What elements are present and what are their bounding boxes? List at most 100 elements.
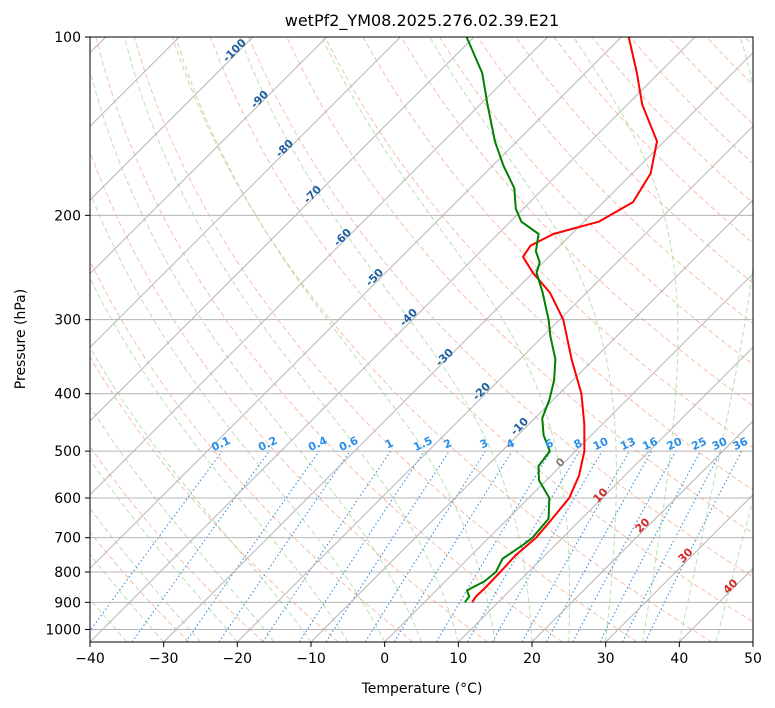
dry-adiabat	[744, 37, 753, 47]
y-axis-title: Pressure (hPa)	[13, 289, 29, 389]
isotherm	[90, 37, 401, 349]
moist-adiabat	[175, 37, 496, 642]
y-tick-label: 400	[54, 387, 81, 403]
dry-adiabat-label: -60	[331, 226, 354, 249]
x-tick-label: −10	[296, 651, 326, 667]
mixing-ratio-line	[298, 450, 425, 642]
mixing-ratio-line	[467, 450, 580, 642]
x-tick-label: 10	[449, 651, 467, 667]
x-tick-label: −30	[149, 651, 179, 667]
moist-adiabat-label: 30	[676, 545, 696, 565]
mixing-ratio-line	[218, 450, 351, 642]
moist-adiabat	[90, 277, 349, 642]
y-tick-label: 500	[54, 444, 81, 460]
moist-adiabat	[321, 37, 571, 642]
isotherm	[678, 567, 753, 642]
isotherm	[236, 125, 753, 642]
mixing-ratio-line	[621, 450, 722, 642]
mixing-ratio-line	[90, 450, 223, 632]
isotherm	[90, 37, 254, 201]
moist-adiabat	[124, 37, 459, 642]
x-axis-title: Temperature (°C)	[361, 681, 483, 697]
mixing-ratio-label: 4	[504, 436, 517, 451]
isotherm	[90, 37, 696, 642]
mixing-ratio-line	[185, 450, 320, 642]
dry-adiabat	[90, 259, 414, 642]
temperature-profile	[471, 37, 658, 603]
dry-adiabat-label: -70	[301, 183, 324, 206]
moist-adiabat	[90, 346, 312, 642]
dry-adiabat-label: -10	[508, 415, 531, 438]
dry-adiabat	[706, 37, 753, 86]
dry-adiabat	[90, 531, 190, 642]
isotherm	[605, 493, 753, 642]
isotherm	[457, 346, 753, 642]
mixing-ratio-label: 2	[442, 436, 454, 451]
y-tick-label: 900	[54, 595, 81, 611]
dry-adiabat-label: -90	[248, 88, 271, 111]
dry-adiabat-label: -20	[470, 380, 493, 403]
mixing-ratio-label: 16	[640, 435, 660, 453]
mixing-ratio-line	[644, 450, 743, 642]
mixing-ratio-line	[393, 450, 513, 642]
dry-adiabat	[210, 37, 753, 623]
y-tick-label: 200	[54, 208, 81, 224]
moist-adiabat	[239, 37, 533, 642]
moist-adiabat	[678, 37, 753, 642]
moist-adiabat	[90, 507, 201, 642]
isotherm	[310, 199, 753, 642]
dry-adiabat-label: -50	[363, 266, 386, 289]
mixing-ratio-label: 10	[591, 435, 611, 453]
moist-adiabat-label: 20	[633, 515, 653, 535]
dry-adiabat-label: -40	[397, 306, 420, 329]
moist-adiabat	[715, 497, 753, 642]
dry-adiabat	[438, 37, 753, 366]
moist-adiabat	[573, 37, 679, 642]
x-tick-label: 20	[523, 651, 541, 667]
isotherm	[531, 420, 753, 642]
dry-adiabat	[515, 37, 753, 284]
isotherm	[90, 37, 475, 422]
mixing-ratio-line	[131, 450, 270, 642]
moist-adiabat-label: 10	[591, 485, 611, 505]
dry-adiabat	[324, 37, 753, 491]
isotherm	[752, 641, 753, 642]
dewpoint-profile	[464, 37, 557, 603]
mixing-ratio-label: 13	[618, 435, 637, 453]
x-tick-label: −20	[223, 651, 253, 667]
isoline-labels: -100-90-80-70-60-50-40-30-20-100.1 0.2 0.4…	[209, 37, 751, 597]
isotherm	[90, 37, 328, 275]
mixing-ratio-label: 36	[731, 435, 751, 453]
mixing-ratio-line	[521, 450, 630, 642]
isotherm	[90, 37, 622, 570]
moist-adiabat	[90, 68, 422, 642]
mixing-ratio-line	[545, 450, 653, 642]
moist-adiabat-label: 0	[553, 455, 568, 470]
mixing-ratio-label: 1	[383, 436, 395, 451]
x-tick-label: 0	[380, 651, 389, 667]
dry-adiabat	[400, 37, 753, 407]
isotherm	[384, 272, 753, 642]
dry-adiabat	[248, 37, 753, 578]
x-tick-label: 30	[597, 651, 615, 667]
moist-adiabat	[90, 405, 275, 642]
mixing-ratio-line	[262, 450, 392, 642]
moist-adiabat	[90, 190, 386, 642]
x-tick-label: 50	[744, 651, 762, 667]
y-axis: 1000 900 800 700 600 500 400 300 200 100	[45, 30, 90, 638]
mixing-ratio-label: 20	[665, 435, 685, 453]
y-tick-label: 300	[54, 313, 81, 329]
mixing-ratio-line	[435, 450, 552, 642]
moist-adiabat	[90, 458, 238, 642]
dry-adiabat-label: -80	[273, 137, 296, 160]
data-series	[464, 37, 658, 603]
background-lines	[90, 37, 753, 642]
moist-adiabat	[429, 37, 617, 642]
isotherm	[90, 37, 549, 496]
x-tick-label: 40	[670, 651, 688, 667]
dry-adiabat-label: -30	[433, 346, 456, 369]
x-axis: −40 −30 −20 −10 0 10 20 30 40 50	[75, 642, 762, 667]
y-tick-label: 700	[54, 531, 81, 547]
dry-adiabat	[90, 445, 264, 642]
